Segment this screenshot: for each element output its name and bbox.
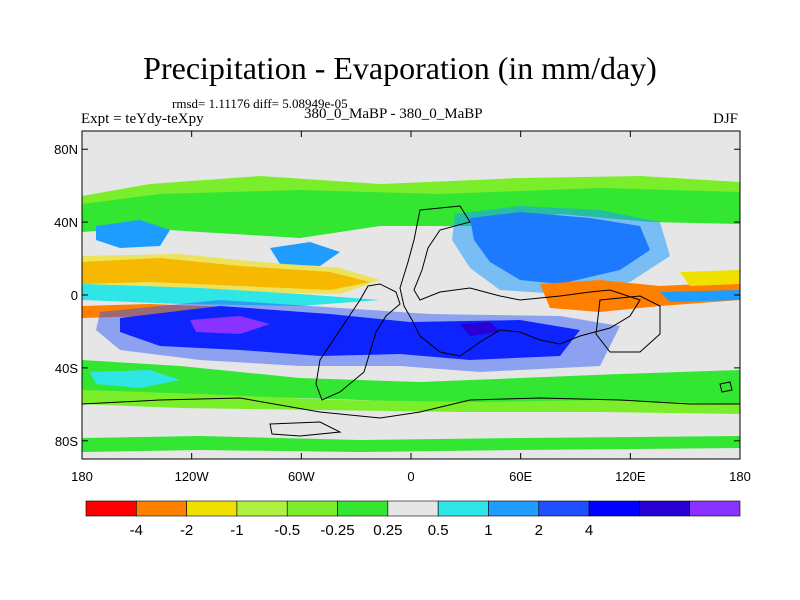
field-sh-purple	[190, 316, 270, 334]
stats-text: rmsd= 1.11176 diff= 5.08949e-05	[172, 96, 348, 111]
colorbar-box	[186, 500, 238, 517]
colorbar-box	[689, 500, 741, 517]
y-tick-label: 40N	[54, 215, 78, 230]
field-eq-yellow-north	[82, 254, 380, 294]
x-tick-label: 0	[407, 469, 414, 484]
colorbar-label: -0.25	[320, 522, 354, 539]
field-nh-green-band	[82, 180, 740, 238]
colorbar-label: 0.25	[373, 522, 402, 539]
y-tick-label: 40S	[55, 361, 78, 376]
colorbar-box	[337, 500, 389, 517]
field-eq-yellow-east	[680, 270, 740, 286]
colorbar-box	[437, 500, 489, 517]
field-asia-lightblue	[452, 206, 670, 294]
x-tick-label: 180	[71, 469, 93, 484]
colorbar-label: -1	[230, 522, 243, 539]
x-tick-label: 180	[729, 469, 751, 484]
colorbar-box	[488, 500, 540, 517]
colorbar-label: 2	[535, 522, 543, 539]
colorbar-label: -2	[180, 522, 193, 539]
colorbar-label: 4	[585, 522, 593, 539]
colorbar-box	[387, 500, 439, 517]
outline-australia	[595, 295, 661, 353]
season-label: DJF	[712, 111, 738, 127]
experiment-label: Expt = teYdy-teXpy	[81, 111, 204, 127]
colorbar-label: 1	[484, 522, 492, 539]
x-tick-label: 60E	[509, 469, 532, 484]
y-tick-label: 80N	[54, 142, 78, 157]
colorbar-box	[236, 500, 288, 517]
field-eq-cyan	[82, 284, 380, 306]
colorbar-label: 0.5	[428, 522, 449, 539]
x-axis: 180 120W 60W 0 60E 120E 180	[71, 131, 751, 484]
field-atlantic-lightblue	[270, 242, 340, 266]
field-sh-lightgreen	[82, 390, 740, 414]
x-tick-label: 120E	[615, 469, 646, 484]
field-sh-cyan	[90, 370, 180, 388]
colorbar-box	[538, 500, 590, 517]
outline-continent-west	[315, 283, 401, 401]
field-eq-cyan-east	[660, 290, 740, 302]
case-label: 380_0_MaBP - 380_0_MaBP	[304, 106, 483, 122]
x-tick-label: 120W	[175, 469, 210, 484]
colorbar-box	[85, 500, 137, 517]
field-sh-green	[82, 360, 740, 410]
y-axis: 80N 40N 0 40S 80S	[54, 142, 740, 449]
colorbar-label: -4	[130, 522, 143, 539]
colorbar-box	[639, 500, 690, 517]
colorbar: -4 -2 -1 -0.5 -0.25 0.25 0.5 1 2 4	[85, 500, 741, 539]
outline-islands	[269, 381, 733, 437]
field-sh-purple-2	[460, 322, 500, 336]
continent-outlines	[82, 205, 740, 437]
colorbar-label: -0.5	[274, 522, 300, 539]
field-pacific-lightblue	[96, 220, 170, 248]
colorbar-box	[286, 500, 338, 517]
y-tick-label: 80S	[55, 434, 78, 449]
colorbar-box	[588, 500, 640, 517]
colorbar-box	[136, 500, 187, 517]
outline-antarctica	[82, 397, 740, 419]
y-tick-label: 0	[71, 288, 78, 303]
outline-continent-east	[399, 205, 641, 357]
figure-title: Precipitation - Evaporation (in mm/day)	[143, 50, 657, 86]
field-nh-lightgreen	[82, 176, 740, 204]
field-antarctic-green	[82, 436, 740, 452]
x-tick-label: 60W	[288, 469, 315, 484]
